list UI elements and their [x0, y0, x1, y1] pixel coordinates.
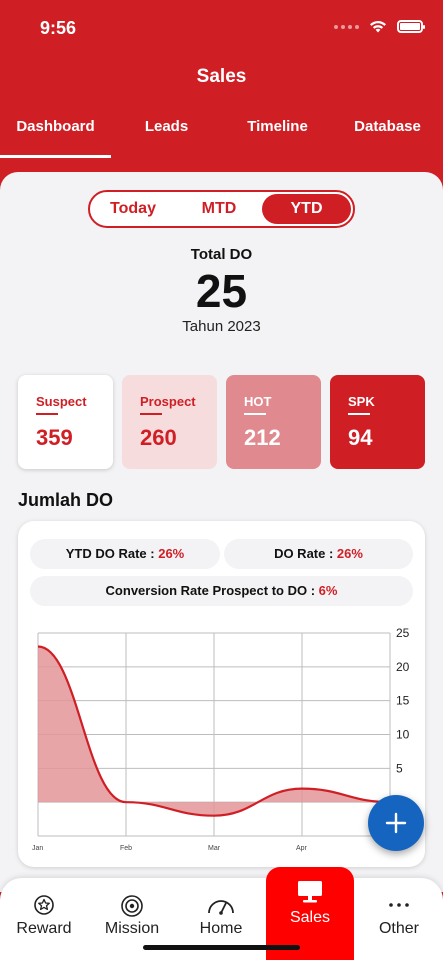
nav-label: Sales: [289, 909, 331, 926]
status-icons: [334, 20, 425, 33]
signal-icon: [334, 24, 359, 29]
period-mtd-button[interactable]: MTD: [201, 200, 237, 217]
add-button[interactable]: [368, 795, 424, 851]
status-bar: 9:56: [0, 0, 443, 56]
x-tick-label: Feb: [120, 845, 132, 852]
ytd-do-rate-label: YTD DO Rate :: [65, 546, 159, 561]
top-tabs: Dashboard Leads Timeline Database: [0, 118, 443, 158]
conversion-rate-value: 6%: [318, 583, 338, 598]
dashboard-content: Today MTD YTD Total DO 25 Tahun 2023 Sus…: [0, 172, 443, 892]
y-tick-label: 15: [396, 694, 410, 708]
do-area-chart: 25 20 15 10 5 Jan Feb Mar Apr: [32, 626, 410, 852]
nav-reward[interactable]: Reward: [0, 878, 88, 960]
status-time: 9:56: [40, 18, 77, 38]
battery-icon: [397, 20, 425, 33]
nav-label: Reward: [16, 920, 72, 937]
stat-label: Prospect: [140, 395, 196, 415]
chart-card: YTD DO Rate : 26% DO Rate : 26% Conversi…: [18, 521, 425, 867]
stat-label: Suspect: [36, 395, 87, 415]
page-title: Sales: [196, 66, 247, 87]
do-rate-pill: DO Rate : 26%: [224, 539, 413, 569]
nav-mission[interactable]: Mission: [88, 878, 176, 960]
nav-label: Mission: [104, 920, 160, 937]
y-tick-label: 5: [396, 761, 403, 775]
monitor-icon: [266, 880, 354, 904]
stat-card-suspect[interactable]: Suspect 359: [18, 375, 113, 469]
nav-home[interactable]: Home: [177, 878, 265, 960]
nav-label: Home: [199, 920, 243, 937]
total-do-label: Total DO: [190, 246, 253, 263]
stat-label: SPK: [348, 395, 375, 415]
nav-sales[interactable]: Sales: [266, 867, 354, 960]
section-title: Jumlah DO: [18, 490, 114, 510]
star-badge-icon: [0, 894, 88, 918]
total-do-value: 25: [195, 265, 248, 317]
conversion-rate-label: Conversion Rate Prospect to DO :: [105, 583, 319, 598]
home-indicator: [143, 945, 300, 950]
stat-value: 94: [348, 425, 373, 450]
period-today-button[interactable]: Today: [110, 200, 156, 217]
tab-timeline[interactable]: Timeline: [247, 118, 308, 135]
stat-value: 260: [140, 425, 177, 450]
stat-card-hot[interactable]: HOT 212: [226, 375, 321, 469]
x-tick-label: Jan: [32, 845, 43, 852]
speedometer-icon: [177, 894, 265, 918]
do-rate-label: DO Rate :: [274, 546, 337, 561]
tab-database[interactable]: Database: [354, 118, 421, 135]
period-toggle: Today MTD YTD: [88, 190, 355, 228]
y-tick-label: 20: [396, 660, 410, 674]
x-tick-label: Mar: [208, 845, 221, 852]
conversion-rate-pill: Conversion Rate Prospect to DO : 6%: [30, 576, 413, 606]
total-do-year: Tahun 2023: [182, 318, 261, 335]
plus-icon: [385, 812, 407, 834]
wifi-icon: [370, 21, 386, 33]
nav-label: Other: [378, 920, 419, 937]
y-tick-label: 25: [396, 626, 410, 640]
nav-other[interactable]: Other: [355, 878, 443, 960]
ytd-do-rate-pill: YTD DO Rate : 26%: [30, 539, 220, 569]
y-tick-label: 10: [396, 728, 410, 742]
period-ytd-button[interactable]: YTD: [262, 194, 351, 224]
bottom-nav: Reward Mission Home Sales Other: [0, 867, 443, 960]
stat-card-spk[interactable]: SPK 94: [330, 375, 425, 469]
do-rate-value: 26%: [336, 546, 363, 561]
tab-dashboard[interactable]: Dashboard: [0, 118, 111, 158]
tab-leads[interactable]: Leads: [144, 118, 189, 135]
target-icon: [88, 894, 176, 918]
more-icon: [355, 894, 443, 918]
stat-card-prospect[interactable]: Prospect 260: [122, 375, 217, 469]
x-tick-label: Apr: [296, 845, 308, 852]
stat-value: 212: [244, 425, 281, 450]
stat-value: 359: [36, 425, 73, 450]
ytd-do-rate-value: 26%: [158, 546, 185, 561]
series-line: [37, 645, 391, 817]
stat-label: HOT: [244, 395, 271, 415]
